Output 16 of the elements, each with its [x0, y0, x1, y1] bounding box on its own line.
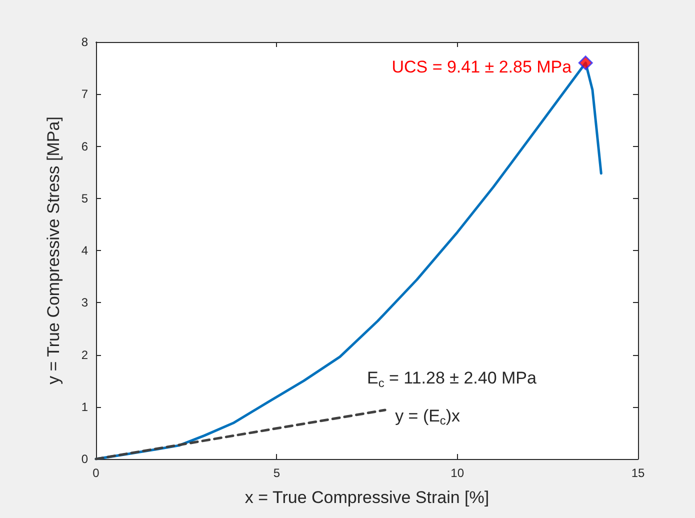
y-tick-label: 6: [81, 139, 88, 154]
y-tick-label: 5: [81, 191, 88, 206]
y-tick-label: 2: [81, 348, 88, 362]
x-tick-label: 0: [92, 466, 100, 480]
y-tick-label: 7: [81, 87, 88, 102]
y-tick-label: 8: [81, 35, 88, 49]
x-axis-title: x = True Compressive Strain [%]: [244, 488, 490, 507]
x-tick-label: 10: [450, 466, 464, 480]
annotation: UCS = 9.41 ± 2.85 MPa: [392, 57, 572, 76]
y-tick-label: 3: [81, 296, 88, 310]
x-tick-label: 15: [631, 466, 645, 480]
y-tick-label: 0: [81, 452, 88, 466]
y-tick-label: 4: [81, 244, 88, 258]
y-tick-label: 1: [81, 400, 88, 414]
x-tick-label: 5: [273, 466, 280, 480]
y-axis-title: y = True Compressive Stress [MPa]: [44, 116, 63, 384]
